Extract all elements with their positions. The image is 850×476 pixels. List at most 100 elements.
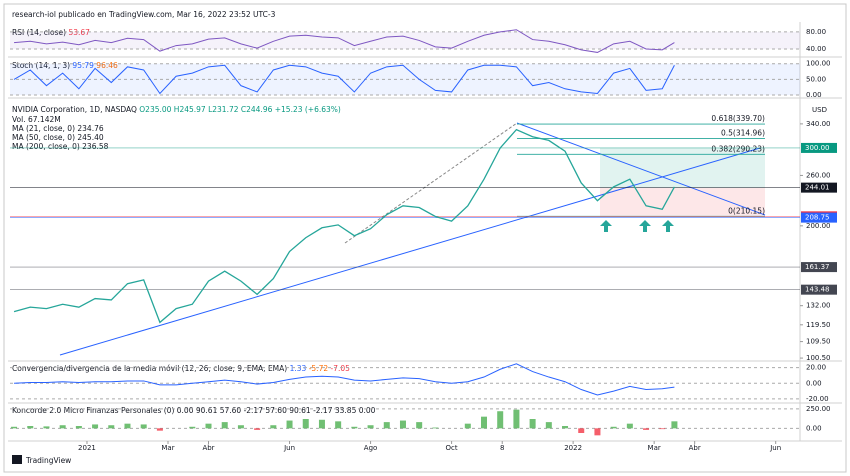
title: Koncorde 2.0 Micro Finanzas Personales (… [12,406,174,415]
y-tick-label: 119.50 [806,321,831,329]
x-tick-label: 2021 [78,444,96,452]
x-tick-label: Abr [202,444,214,452]
bar [594,428,601,436]
stoch-title: Stoch (14, 1, 3) 95.79 96.46 [12,61,118,70]
title: Convergencia/divergencia de la media móv… [12,364,287,373]
frame [3,3,847,473]
x-tick-label: Jun [283,444,295,452]
title: NVIDIA Corporation, 1D, NASDAQ [12,105,137,114]
trend-line [59,147,761,356]
band [10,31,800,49]
bar [367,425,374,429]
bar [92,424,99,429]
bar [578,428,585,433]
bar [643,428,650,430]
y-tick-label: 260.00 [806,171,831,179]
y-tick-label: 0.00 [806,379,822,387]
y-tick-label: 50.00 [806,75,826,83]
series-line [14,363,675,396]
level-box [801,142,837,153]
bar [75,426,82,429]
bar [205,423,212,429]
last: 95.79 [72,61,94,70]
bar [529,419,536,429]
level-label: 161.37 [805,263,830,271]
series-line [14,29,675,53]
last: 53.67 [68,28,90,37]
bar [562,426,569,429]
ma: MA (21, close, 0) 234.76 [12,124,104,133]
fib-label: 0.618(339.70) [711,114,765,123]
x-tick-label: Mar [648,444,661,452]
bar [383,422,390,429]
fib-label: 0.382(290.23) [711,144,765,153]
logo [12,455,22,464]
ma: MA (50, close, 0) 245.40 [12,133,104,142]
bar [237,425,244,429]
separators [8,22,842,442]
bar [302,419,309,429]
band [10,63,800,96]
bar [140,424,147,429]
ma: MA (200, close, 0) 236.58 [12,142,109,151]
unit: USD [812,106,827,114]
bar [626,423,633,429]
y-tick-label: 0.00 [806,424,822,432]
title: Stoch (14, 1, 3) [12,61,70,70]
macd-title: Convergencia/divergencia de la media móv… [12,364,350,373]
last: -5.72 [309,364,329,373]
y-tick-label: 40.00 [806,45,826,53]
bar [416,422,423,429]
bar [659,428,666,430]
x-tick-label: Abr [689,444,701,452]
bar [513,409,520,429]
bar [254,428,261,430]
bar [399,420,406,429]
x-tick-label: Oct [446,444,458,452]
bar [481,416,487,429]
bar [497,411,504,429]
bar [351,426,358,429]
ohlc: O235.00 H245.97 L231.72 C244.96 +15.23 (… [139,105,341,114]
price-title: NVIDIA Corporation, 1D, NASDAQ O235.00 H… [12,105,341,114]
header: research-iol publicado en TradingView.co… [12,10,276,19]
bar [108,425,115,429]
stop-zone [600,188,765,217]
bar [464,423,471,429]
series-line [13,64,675,95]
bar [221,422,228,429]
y-tick-label: 340.00 [806,120,831,128]
bar [610,426,617,429]
arrows [600,220,674,232]
bar [286,420,293,429]
x-tick-label: 2022 [564,444,582,452]
level-box [801,182,837,193]
y-tick-label: 132.00 [806,302,831,310]
x-tick-label: Ago [364,444,378,452]
y-tick-label: 100.00 [806,60,831,68]
x-tick-label: Mar [161,444,174,452]
y-tick-label: 100.50 [806,354,831,362]
series-line [13,128,675,324]
bar [27,426,34,429]
volume: Vol. 67.142M [12,115,61,124]
y-tick-label: 80.00 [806,28,826,36]
y-tick-label: 20.00 [806,364,826,372]
bar [156,428,163,431]
x-tick-label: Jun [769,444,781,452]
y-tick-label: 200.00 [806,222,831,230]
footer: TradingView [25,456,71,465]
level-box [801,262,837,273]
fib-label: 0.5(314.96) [721,129,765,138]
rsi-title: RSI (14, close) 53.67 [12,28,90,37]
bar [124,423,131,429]
bar [11,426,18,429]
bar [189,426,196,429]
bar [270,425,277,429]
level-label: 143.48 [805,286,830,294]
fib-label: 0(210.15) [728,206,765,215]
last: 1.33 [290,364,307,373]
bar [43,426,50,429]
level-box [801,284,837,295]
bar [545,422,552,429]
